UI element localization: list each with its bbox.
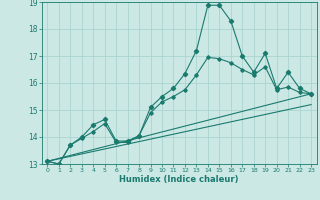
X-axis label: Humidex (Indice chaleur): Humidex (Indice chaleur) xyxy=(119,175,239,184)
